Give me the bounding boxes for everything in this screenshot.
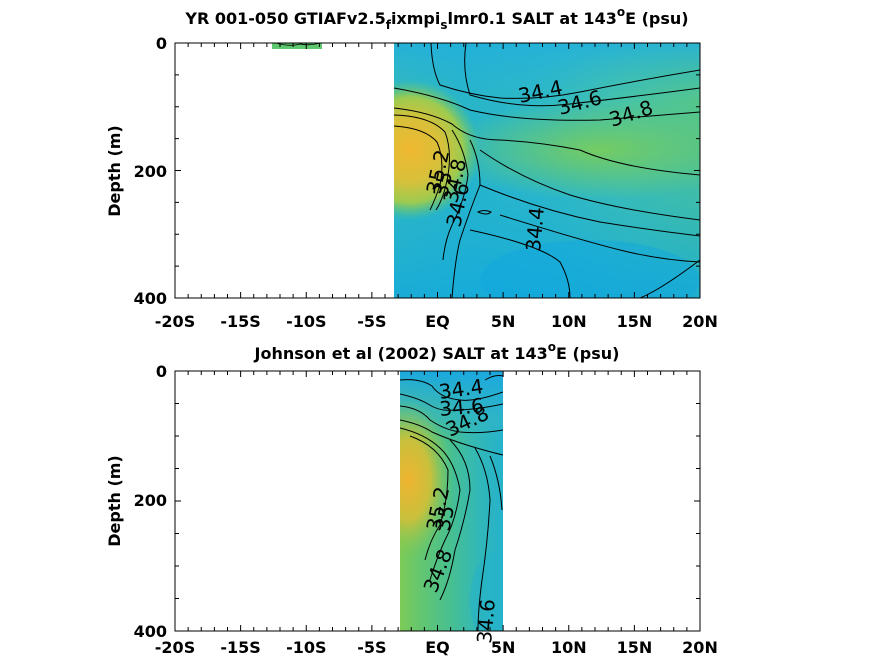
panel-bottom-xtick-labels: -20S -15S -10S -5S EQ 5N 10N 15N 20N [155, 638, 718, 656]
x-tick-label: -10S [286, 312, 326, 331]
contour-label: 34.6 [472, 598, 500, 644]
panel-top-xticks [174, 43, 701, 298]
panel-top-title: YR 001-050 GTIAFv2.5fixmpislmr0.1 SALT a… [184, 5, 688, 32]
panel-top-ylabel: Depth (m) [105, 125, 124, 217]
y-tick-label: 400 [134, 289, 167, 308]
x-tick-label: -20S [155, 312, 195, 331]
contour-label: 35 [430, 503, 459, 533]
x-tick-label: -5S [357, 312, 386, 331]
panel-top-heatmap [394, 43, 700, 298]
y-tick-label: 200 [134, 162, 167, 181]
x-tick-label: -15S [220, 312, 260, 331]
panel-top-contours [394, 43, 700, 298]
y-tick-label: 0 [156, 34, 167, 53]
panel-top-ytick-labels: 0 200 400 [134, 34, 167, 308]
contour-label: 35 [428, 169, 457, 199]
panel-top-contour [275, 42, 321, 46]
panel-bottom-heatmap [400, 371, 503, 631]
x-tick-label: 5N [491, 312, 516, 331]
x-tick-label: EQ [425, 312, 450, 331]
panel-bottom-ytick-labels: 0 200 400 [134, 362, 167, 641]
x-tick-label: EQ [425, 638, 450, 656]
y-tick-label: 400 [134, 622, 167, 641]
panel-bottom-xticks [174, 371, 701, 631]
y-tick-label: 200 [134, 491, 167, 510]
panel-top-xtick-labels: -20S -15S -10S -5S EQ 5N 10N 15N 20N [155, 312, 718, 331]
panel-top-surface-patch [272, 43, 322, 49]
x-tick-label: 10N [551, 638, 587, 656]
contour-label: 34.4 [521, 206, 549, 252]
x-tick-label: 5N [491, 638, 516, 656]
panel-top-yticks [175, 42, 700, 299]
x-tick-label: 20N [682, 312, 718, 331]
x-tick-label: 15N [617, 638, 653, 656]
contour-label: 34.6 [438, 393, 484, 421]
x-tick-label: -15S [220, 638, 260, 656]
panel-bottom-yticks [175, 370, 700, 632]
panel-bottom-contours [400, 375, 503, 631]
x-tick-label: -20S [155, 638, 195, 656]
x-tick-label: 10N [551, 312, 587, 331]
panel-top-contour-labels: 34.4 34.6 34.8 35.2 35 34.8 34.6 34.4 [421, 75, 655, 252]
x-tick-label: -5S [357, 638, 386, 656]
x-tick-label: -10S [286, 638, 326, 656]
panel-bottom-title: Johnson et al (2002) SALT at 143oE (psu) [254, 340, 620, 363]
panel-top: YR 001-050 GTIAFv2.5fixmpislmr0.1 SALT a… [105, 5, 718, 331]
panel-bottom-ylabel: Depth (m) [105, 455, 124, 547]
x-tick-label: 15N [617, 312, 653, 331]
x-tick-label: 20N [682, 638, 718, 656]
y-tick-label: 0 [156, 362, 167, 381]
panel-bottom: Johnson et al (2002) SALT at 143oE (psu)… [105, 340, 718, 656]
